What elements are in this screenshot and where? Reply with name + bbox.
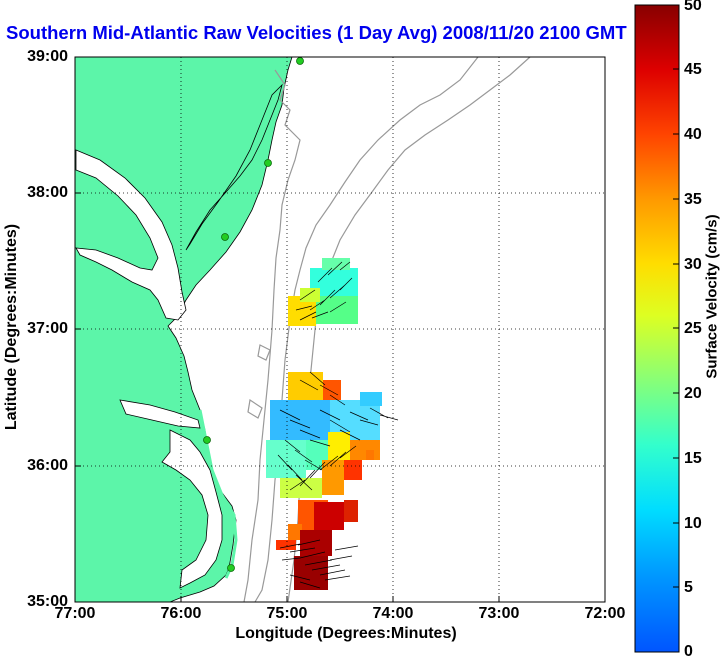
lat-tick-label: 39:00 (27, 48, 68, 65)
albemarle-sound (119, 399, 201, 429)
lat-tick-label: 36:00 (27, 457, 68, 474)
colorbar-tick-label: 0 (684, 643, 693, 660)
velocity-cell (288, 372, 323, 400)
lon-tick-label: 75:00 (266, 605, 308, 622)
colorbar (634, 4, 680, 653)
velocity-cell (322, 258, 350, 270)
lon-tick-label: 74:00 (372, 605, 414, 622)
map-ticks (75, 192, 500, 602)
outer-banks (198, 409, 238, 579)
colorbar-tick-label: 10 (684, 515, 702, 532)
station-marker (203, 436, 211, 444)
lat-tick-label: 35:00 (27, 593, 68, 610)
colorbar-tick-label: 35 (684, 191, 702, 208)
map-grid (75, 57, 605, 602)
velocity-cell (300, 288, 320, 302)
station-marker (227, 564, 235, 572)
velocity-cell (323, 380, 341, 400)
velocity-cell (266, 440, 306, 478)
lat-tick-label: 37:00 (27, 320, 68, 337)
colorbar-title: Surface Velocity (cm/s) (703, 214, 721, 379)
velocity-cell (280, 478, 322, 498)
y-axis-title: Latitude (Degrees:Minutes) (3, 223, 20, 431)
velocity-cell (294, 556, 328, 590)
lon-tick-label: 76:00 (160, 605, 202, 622)
colorbar-tick-label: 15 (684, 450, 702, 467)
velocity-cell (344, 500, 358, 522)
delmarva-peninsula (185, 83, 283, 251)
hf-radar-stations (203, 57, 304, 572)
colorbar-tick-label: 5 (684, 579, 693, 596)
x-axis-title: Longitude (Degrees:Minutes) (235, 625, 457, 642)
colorbar-tick-label: 25 (684, 320, 702, 337)
velocity-cell (316, 296, 358, 324)
velocity-cell (366, 450, 374, 460)
velocity-cell (300, 530, 332, 556)
map-title: Southern Mid-Atlantic Raw Velocities (1 … (6, 22, 627, 43)
station-marker (221, 233, 229, 241)
lon-tick-label: 73:00 (478, 605, 520, 622)
velocity-cell (276, 540, 296, 550)
velocity-cell (288, 524, 302, 540)
station-marker (264, 159, 272, 167)
lat-tick-label: 38:00 (27, 184, 68, 201)
velocity-field (266, 258, 382, 590)
velocity-cell (322, 460, 344, 495)
colorbar-tick-label: 40 (684, 126, 702, 143)
velocity-arrows (277, 261, 399, 589)
colorbar-tick-label: 30 (684, 256, 702, 273)
velocity-cell (314, 502, 344, 530)
velocity-cell (360, 392, 382, 406)
chesapeake-bay (75, 149, 187, 321)
colorbar-tick-label: 45 (684, 61, 702, 78)
lon-tick-label: 77:00 (54, 605, 96, 622)
velocity-cell (350, 440, 380, 460)
colorbar-tick-label: 20 (684, 385, 702, 402)
colorbar-tick-label: 50 (684, 0, 702, 14)
velocity-cell (328, 432, 350, 462)
colorbar-ticks (673, 68, 679, 588)
lon-tick-label: 72:00 (584, 605, 626, 622)
station-marker (296, 57, 304, 65)
velocity-cell (344, 460, 362, 480)
